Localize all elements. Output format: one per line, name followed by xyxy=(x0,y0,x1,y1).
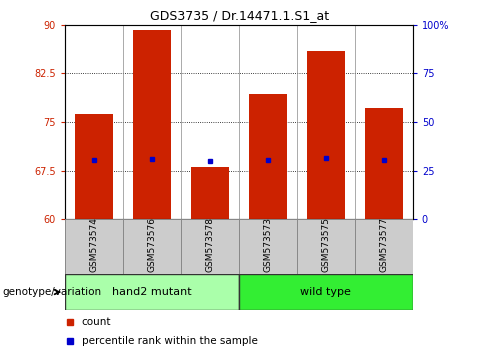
Text: hand2 mutant: hand2 mutant xyxy=(112,287,192,297)
Bar xyxy=(65,219,123,274)
Bar xyxy=(239,219,297,274)
Bar xyxy=(249,94,287,219)
Text: GSM573576: GSM573576 xyxy=(147,217,156,272)
Text: GSM573577: GSM573577 xyxy=(379,217,388,272)
Bar xyxy=(365,108,403,219)
Bar xyxy=(123,219,181,274)
Bar xyxy=(307,51,345,219)
Text: GSM573573: GSM573573 xyxy=(264,217,272,272)
Text: percentile rank within the sample: percentile rank within the sample xyxy=(82,336,258,346)
Bar xyxy=(355,219,413,274)
Bar xyxy=(297,219,355,274)
Bar xyxy=(65,274,239,310)
Bar xyxy=(191,167,228,219)
Bar xyxy=(133,30,171,219)
Bar xyxy=(181,219,239,274)
Text: wild type: wild type xyxy=(300,287,351,297)
Text: GSM573578: GSM573578 xyxy=(205,217,214,272)
Text: GSM573575: GSM573575 xyxy=(321,217,330,272)
Bar xyxy=(75,114,113,219)
Text: genotype/variation: genotype/variation xyxy=(2,287,102,297)
Bar xyxy=(239,274,413,310)
Text: GDS3735 / Dr.14471.1.S1_at: GDS3735 / Dr.14471.1.S1_at xyxy=(150,9,330,22)
Text: count: count xyxy=(82,318,111,327)
Text: GSM573574: GSM573574 xyxy=(89,217,98,272)
